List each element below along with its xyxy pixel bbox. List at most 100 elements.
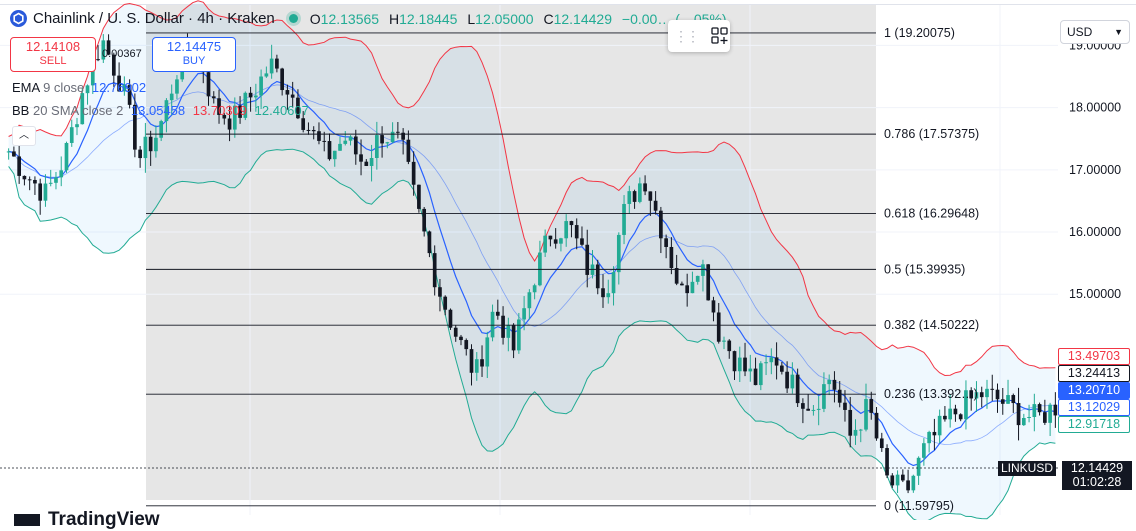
candle-body <box>359 154 363 162</box>
candle-body <box>569 221 574 226</box>
ema-label: EMA <box>12 80 40 95</box>
candle-body <box>117 75 121 92</box>
collapse-legend-button[interactable]: ︿ <box>12 126 36 146</box>
candle-body <box>427 231 432 254</box>
candle-body <box>469 349 474 373</box>
candle-body <box>275 58 279 69</box>
bb-params: 20 SMA close 2 <box>32 103 124 118</box>
candle-body <box>722 340 726 342</box>
candle-body <box>259 76 263 96</box>
candle-body <box>637 183 642 202</box>
buy-label: BUY <box>182 55 206 67</box>
candle-body <box>811 409 816 411</box>
candle-body <box>1016 403 1021 426</box>
candle-body <box>254 95 258 98</box>
candle-body <box>969 390 974 399</box>
candle-body <box>206 72 211 97</box>
candle-body <box>580 238 584 245</box>
candle-body <box>869 399 874 413</box>
ema-line <box>8 72 1056 467</box>
candle-body <box>411 161 416 185</box>
bb-legend[interactable]: BB 20 SMA close 2 13.05458 13.70309 12.4… <box>12 103 309 118</box>
open-label: O <box>309 10 321 27</box>
candle-body <box>485 337 490 367</box>
candle-body <box>564 221 569 239</box>
candle-body <box>853 429 858 436</box>
candle-body <box>879 438 884 449</box>
candle-body <box>48 182 53 184</box>
fib-level-label: 0.5 (15.39935) <box>884 262 965 276</box>
candle-body <box>75 124 79 128</box>
candle-body <box>1032 404 1037 417</box>
ohlc-values: O12.13565 H12.18445 L12.05000 C12.14429 … <box>310 11 727 27</box>
bb-label: BB <box>12 103 30 118</box>
candle-body <box>606 293 611 298</box>
candle-body <box>816 408 821 410</box>
bar-countdown: 01:02:28 <box>1072 475 1122 489</box>
candle-body <box>448 309 453 328</box>
candle-body <box>632 191 637 202</box>
low-label: L <box>467 10 476 27</box>
add-widget-icon[interactable] <box>710 26 730 46</box>
drag-handle-icon[interactable]: ⋮⋮ <box>674 27 700 44</box>
candle-body <box>322 140 327 142</box>
symbol-title[interactable]: Chainlink / U. S. Dollar · 4h · Kraken <box>33 10 275 27</box>
candle-body <box>848 409 853 436</box>
floating-toolbar: ⋮⋮ <box>668 20 730 52</box>
candle-body <box>133 104 137 150</box>
candle-body <box>737 357 742 372</box>
candle-body <box>264 73 269 77</box>
candle-body <box>12 151 16 157</box>
bb-upper-line <box>8 0 1056 377</box>
currency-value: USD <box>1067 25 1093 39</box>
candle-body <box>396 131 400 133</box>
candle-body <box>243 92 248 118</box>
candle-body <box>85 85 90 94</box>
candle-body <box>106 40 111 55</box>
candle-body <box>175 79 179 94</box>
ema-legend[interactable]: EMA 9 close 12.76902 <box>12 80 146 95</box>
candle-body <box>716 312 721 342</box>
candle-body <box>374 135 379 158</box>
candle-body <box>595 264 600 289</box>
candle-body <box>937 415 942 436</box>
candle-body <box>459 336 463 341</box>
candle-body <box>801 403 805 409</box>
candle-body <box>127 84 132 105</box>
sell-button[interactable]: 12.14108 SELL <box>10 37 96 72</box>
candle-body <box>148 136 153 152</box>
candle-body <box>943 415 947 420</box>
buy-price: 12.14475 <box>166 39 222 54</box>
candle-body <box>648 191 653 201</box>
ema-params: 9 close <box>43 80 85 95</box>
fib-level-label: 0.236 (13.392…) <box>884 387 978 401</box>
bb-basis-price-tag: 13.12029 <box>1058 399 1130 416</box>
candle-body <box>985 388 989 398</box>
currency-select[interactable]: USD ▼ <box>1060 20 1130 44</box>
candle-body <box>443 296 448 310</box>
candle-body <box>574 225 579 239</box>
candle-body <box>948 408 953 420</box>
candle-body <box>227 118 232 130</box>
candle-body <box>269 58 274 74</box>
candle-body <box>506 324 511 338</box>
candle-body <box>438 287 442 297</box>
candle-body <box>785 371 789 389</box>
candle-body <box>6 151 11 153</box>
candle-body <box>685 285 690 294</box>
fib-level-label: 0.786 (17.57375) <box>884 127 979 141</box>
candle-body <box>616 234 621 273</box>
candle-body <box>306 129 311 131</box>
buy-button[interactable]: 12.14475 BUY <box>152 37 236 72</box>
candle-body <box>1048 404 1052 423</box>
candle-body <box>911 475 916 491</box>
candle-body <box>159 121 164 138</box>
candle-body <box>290 94 295 98</box>
open-value: 12.13565 <box>320 10 380 27</box>
bb-lower-value: 12.40607 <box>254 103 309 118</box>
price-chart[interactable]: 1 (19.20075) 0.786 (17.57375) 0.618 (16.29… <box>0 0 1136 520</box>
candles <box>6 33 1058 494</box>
candle-body <box>916 457 921 476</box>
candle-body <box>664 238 668 247</box>
